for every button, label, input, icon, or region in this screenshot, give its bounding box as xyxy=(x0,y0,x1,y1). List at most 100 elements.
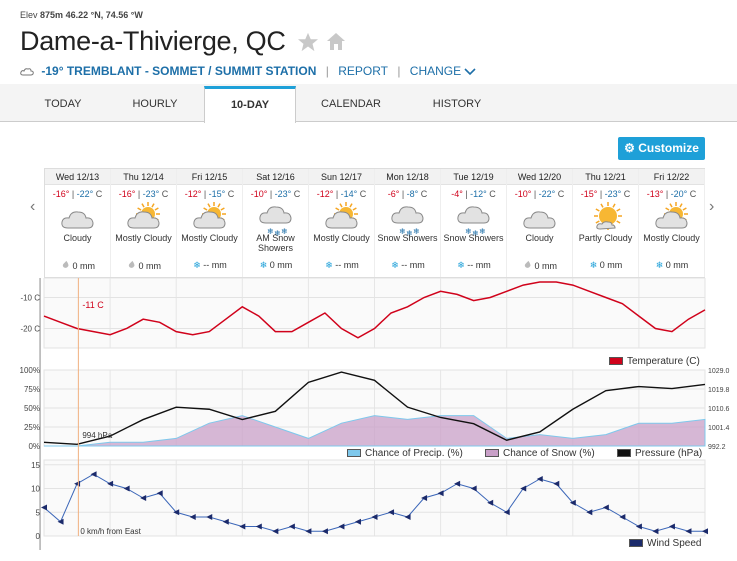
tab-bar xyxy=(0,84,737,122)
snowflake-icon: ❄ xyxy=(391,260,399,270)
prev-arrow-icon[interactable]: ‹ xyxy=(30,198,36,215)
snow-showers-icon: ❄ ❄ ❄ xyxy=(375,201,440,238)
day-temps: -6° | -8° C xyxy=(387,189,428,199)
wind-direction-marker xyxy=(338,523,345,530)
day-column[interactable]: Wed 12/20 -10° | -22° C Cloudy 0 mm xyxy=(507,169,573,277)
day-precip: ❄ -- mm xyxy=(325,260,359,270)
wind-direction-marker xyxy=(189,514,196,520)
day-date: Mon 12/18 xyxy=(375,169,440,185)
tab-calendar[interactable]: CALENDAR xyxy=(321,98,381,110)
svg-text:❄: ❄ xyxy=(413,227,420,236)
customize-button[interactable]: ⚙ Customize xyxy=(618,137,705,160)
day-column[interactable]: Mon 12/18 -6° | -8° C ❄ ❄ ❄ Snow Showers ❄… xyxy=(375,169,441,277)
day-condition: Mostly Cloudy xyxy=(181,233,238,243)
day-date: Thu 12/14 xyxy=(111,169,176,185)
pressure-line xyxy=(43,371,706,446)
snow-showers-icon: ❄ ❄ ❄ xyxy=(441,201,506,238)
wind-tick-label: 15 xyxy=(31,461,40,470)
wind-direction-marker xyxy=(272,528,279,535)
day-column[interactable]: Wed 12/13 -16° | -22° C Cloudy 0 mm xyxy=(45,169,111,277)
wind-direction-marker xyxy=(569,499,576,506)
day-column[interactable]: Fri 12/22 -13° | -20° C Mostly Cloudy ❄ … xyxy=(639,169,705,277)
tab-history[interactable]: HISTORY xyxy=(432,98,482,110)
day-precip: ❄ -- mm xyxy=(457,260,491,270)
day-precip: ❄ 0 mm xyxy=(259,260,293,270)
day-column[interactable]: Sun 12/17 -12° | -14° C Mostly Cloudy ❄ … xyxy=(309,169,375,277)
wind-direction-marker xyxy=(503,509,510,516)
elevation-label: Elev xyxy=(20,10,38,20)
day-condition: Cloudy xyxy=(63,233,92,243)
next-arrow-icon[interactable]: › xyxy=(709,198,715,215)
day-date: Wed 12/20 xyxy=(507,169,572,185)
wind-direction-marker xyxy=(470,485,477,492)
day-date: Sat 12/16 xyxy=(243,169,308,185)
wind-direction-marker xyxy=(90,471,97,478)
snowflake-icon: ❄ xyxy=(259,260,268,270)
legend-snow: Chance of Snow (%) xyxy=(485,448,595,459)
snowflake-icon: ❄ xyxy=(325,260,333,270)
wind-direction-marker xyxy=(206,514,213,520)
day-high: -15° xyxy=(580,189,598,199)
snowflake-icon: ❄ xyxy=(589,260,598,270)
day-column[interactable]: Thu 12/21 -15° | -23° C Partly Cloudy ❄ … xyxy=(573,169,639,277)
mostly-cloudy-icon xyxy=(309,201,374,233)
svg-text:❄: ❄ xyxy=(267,227,274,236)
day-high: -16° xyxy=(118,189,136,199)
legend-temperature-label: Temperature (C) xyxy=(627,356,700,367)
wind-direction-marker xyxy=(388,509,395,516)
gear-icon: ⚙ xyxy=(624,141,635,155)
day-date: Thu 12/21 xyxy=(573,169,638,185)
wind-direction-marker xyxy=(156,490,163,497)
precip-tick-label: 25% xyxy=(24,423,40,432)
elevation-value: 875m xyxy=(40,10,64,20)
day-column[interactable]: Tue 12/19 -4° | -12° C ❄ ❄ ❄ Snow Showers … xyxy=(441,169,507,277)
day-date: Sun 12/17 xyxy=(309,169,374,185)
legend-precip-label: Chance of Precip. (%) xyxy=(365,448,463,459)
day-high: -4° xyxy=(451,189,463,199)
wind-direction-marker xyxy=(586,509,593,516)
home-icon[interactable] xyxy=(326,32,346,56)
day-condition: AM Snow Showers xyxy=(256,233,295,253)
wind-direction-marker xyxy=(437,490,444,497)
wind-direction-marker xyxy=(404,514,411,520)
temperature-line xyxy=(43,281,706,339)
day-column[interactable]: Thu 12/14 -16° | -23° C Mostly Cloudy 0 … xyxy=(111,169,177,277)
day-precip: 0 mm xyxy=(45,260,111,271)
tab-today[interactable]: TODAY xyxy=(44,98,82,110)
station-name[interactable]: TREMBLANT - SOMMET / SUMMIT STATION xyxy=(66,64,317,78)
tab-hourly[interactable]: HOURLY xyxy=(132,98,178,110)
day-high: -12° xyxy=(316,189,334,199)
chevron-down-icon[interactable] xyxy=(464,64,477,78)
snow-showers-icon: ❄ ❄ ❄ xyxy=(243,201,308,238)
day-precip: 0 mm xyxy=(507,260,573,271)
wind-direction-marker xyxy=(454,480,461,487)
precip-tick-label: 0% xyxy=(28,442,40,451)
snowflake-icon: ❄ xyxy=(457,260,465,270)
day-condition: Partly Cloudy xyxy=(578,233,633,243)
day-column[interactable]: Sat 12/16 -10° | -23° C ❄ ❄ ❄ AM Snow Show… xyxy=(243,169,309,277)
wind-direction-marker xyxy=(354,518,361,525)
wind-direction-marker xyxy=(553,480,560,487)
day-column[interactable]: Fri 12/15 -12° | -15° C Mostly Cloudy ❄ … xyxy=(177,169,243,277)
wind-direction-marker xyxy=(536,476,543,482)
hover-wind-label: 0 km/h from East xyxy=(80,527,141,536)
mostly-cloudy-icon xyxy=(111,201,176,233)
change-link[interactable]: CHANGE xyxy=(409,64,462,78)
svg-text:❄: ❄ xyxy=(281,227,288,236)
wind-direction-marker xyxy=(140,495,147,501)
tab-10-day[interactable]: 10-DAY xyxy=(204,86,296,123)
cloudy-icon xyxy=(45,201,110,233)
day-high: -10° xyxy=(250,189,268,199)
station-bar: -19° TREMBLANT - SOMMET / SUMMIT STATION… xyxy=(20,64,477,79)
rain-drop-icon xyxy=(61,260,70,271)
day-high: -12° xyxy=(184,189,202,199)
day-condition: Mostly Cloudy xyxy=(313,233,370,243)
star-icon[interactable] xyxy=(297,32,319,57)
snowflake-icon: ❄ xyxy=(193,260,201,270)
partly-cloudy-icon xyxy=(573,201,638,233)
report-link[interactable]: REPORT xyxy=(338,64,388,78)
wind-direction-marker xyxy=(702,528,708,535)
wind-direction-marker xyxy=(668,523,675,530)
station-temp: -19° xyxy=(41,64,64,78)
precip-tick-label: 50% xyxy=(24,404,40,413)
